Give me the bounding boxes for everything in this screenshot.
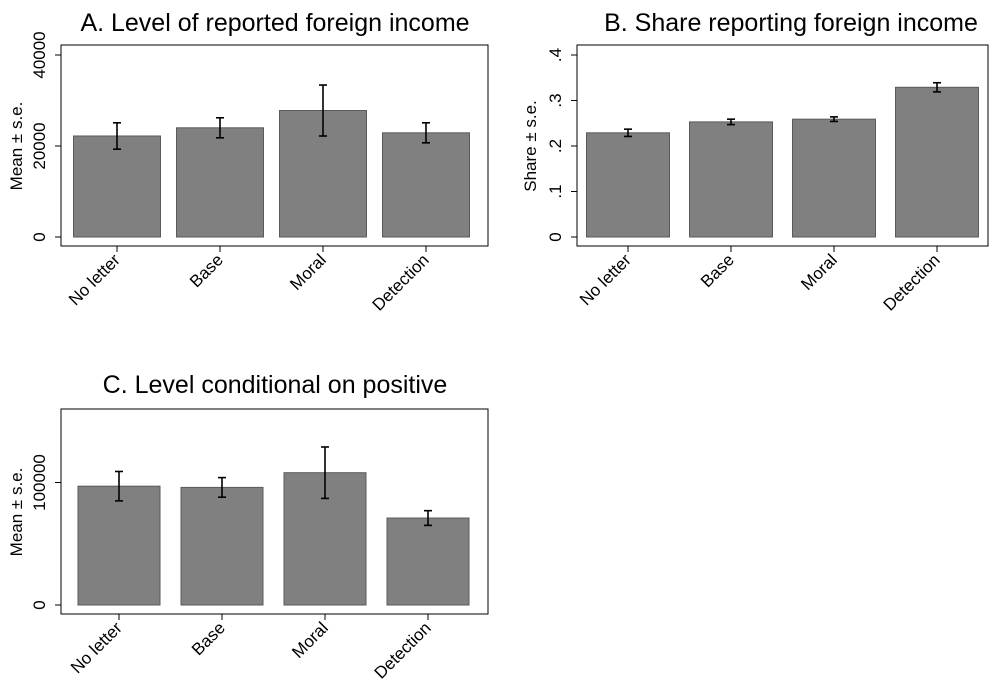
panel-b-y-tick-label: .4 [546,48,565,62]
panel-c-x-tick-label-moral: Moral [288,618,331,661]
panel-a-error-bars [113,84,430,150]
panel-b-error-bars [624,81,941,138]
panel-b-bar-base [689,121,773,238]
panel-b-y-tick-label: .1 [546,184,565,198]
panel-a-bars [73,110,470,238]
panel-a-y-tick-label: 40000 [30,31,49,78]
panel-b-x-tick-label-no-letter: No letter [576,250,635,309]
panel-c-bar-no-letter [77,485,161,606]
panel-c-y-ticks: 0 100000 [30,454,61,610]
panel-b-y-tick-label: .3 [546,93,565,107]
panel-a-bar-detection [382,132,470,238]
panel-b-x-tick-label-moral: Moral [797,250,840,293]
panel-b-y-tick-label: .2 [546,139,565,153]
panel-b-bars [586,86,979,238]
panel-b-bar-moral [792,118,876,238]
panel-b-bar-no-letter [586,132,670,238]
panel-c-x-ticks: No letter Base Moral Detection [67,614,435,683]
panel-a-x-tick-label-base: Base [186,250,227,291]
panel-c: C. Level conditional on positive Mean ± … [7,371,489,683]
panel-b-y-ticks: 0 .1 .2 .3 .4 [546,48,577,242]
panel-c-error-bars [115,446,432,527]
panel-c-bar-base [180,486,264,606]
panel-a-bar-base [176,127,264,238]
panel-c-x-tick-label-detection: Detection [371,618,435,682]
panel-c-title: C. Level conditional on positive [103,371,448,399]
panel-a-bar-no-letter [73,135,161,238]
panel-b-x-tick-label-detection: Detection [880,250,944,314]
panel-b-bar-detection [895,86,979,238]
panel-b-y-axis-label: Share ± s.e. [521,100,540,192]
panel-a-x-tick-label-no-letter: No letter [65,250,124,309]
panel-c-x-tick-label-no-letter: No letter [67,618,126,677]
panel-c-bars [77,472,470,606]
panel-b-title: B. Share reporting foreign income [604,9,978,37]
panel-b-x-tick-label-base: Base [697,250,738,291]
panel-c-y-tick-label: 100000 [30,454,49,511]
panel-c-bar-detection [386,517,470,606]
panel-c-x-tick-label-base: Base [188,618,229,659]
panel-a-x-ticks: No letter Base Moral Detection [65,246,433,315]
panel-b-x-ticks: No letter Base Moral Detection [576,246,944,315]
panel-b-y-tick-label: 0 [546,232,565,241]
panel-a-x-tick-label-moral: Moral [286,250,329,293]
panel-b: B. Share reporting foreign income Share … [521,9,989,315]
panel-c-y-axis-label: Mean ± s.e. [7,468,26,557]
panel-a-x-tick-label-detection: Detection [369,250,433,314]
panel-a-title: A. Level of reported foreign income [80,9,469,37]
panel-a-y-axis-label: Mean ± s.e. [7,102,26,191]
panel-a-y-ticks: 0 20000 40000 [30,31,61,242]
panel-a-y-tick-label: 20000 [30,122,49,169]
panel-c-y-tick-label: 0 [30,600,49,609]
panel-a-y-tick-label: 0 [30,232,49,241]
panel-a: A. Level of reported foreign income Mean… [7,9,489,315]
